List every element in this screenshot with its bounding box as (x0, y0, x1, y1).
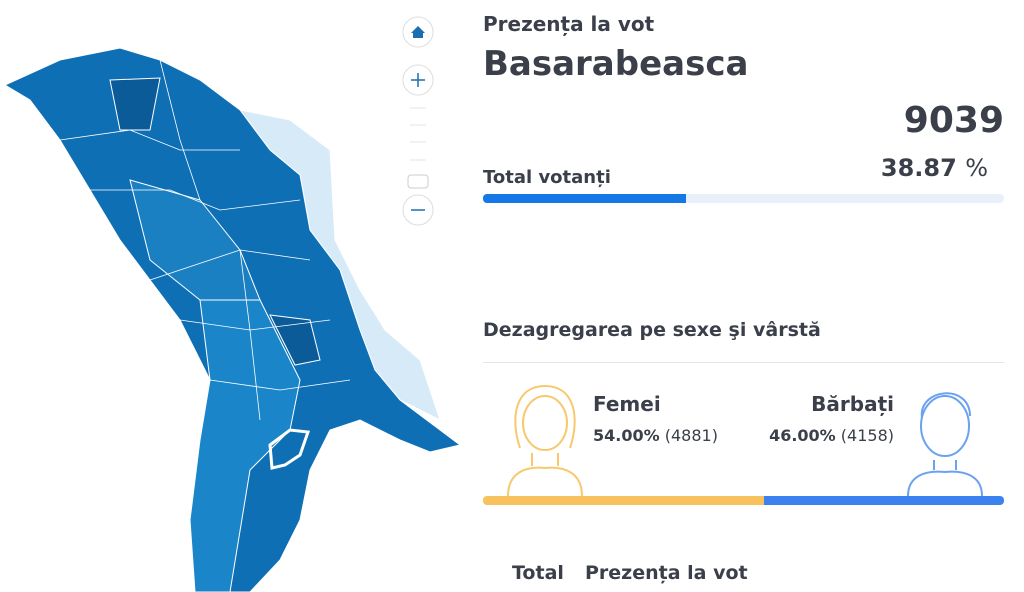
slider-ticks (410, 107, 426, 161)
total-label: Total votanți (483, 167, 611, 188)
col-turnout: Prezența la vot (585, 562, 748, 584)
men-percent: 46.00% (769, 426, 836, 445)
zoom-controls (402, 16, 434, 226)
turnout-track (483, 194, 1004, 203)
women-bar (483, 496, 765, 505)
divider (483, 362, 1004, 363)
percent-value: 38.87 (880, 154, 957, 182)
slider-handle[interactable] (407, 174, 429, 189)
men-bar (764, 496, 1004, 505)
gender-bar (483, 496, 1004, 505)
district: Basarabeasca (483, 44, 749, 84)
section-title: Dezagregarea pe sexe şi vârstă (483, 319, 821, 341)
col-total: Total (512, 562, 564, 584)
men-stats: 46.00% (4158) (769, 426, 894, 445)
plus-icon (411, 73, 425, 87)
women-count: (4881) (664, 426, 718, 445)
women-percent: 54.00% (593, 426, 660, 445)
women-label: Femei (593, 392, 661, 416)
total-value: 9039 (903, 100, 1004, 141)
district-lines (59, 59, 351, 421)
region-dark (109, 77, 161, 131)
turnout-percent: 38.87 % (881, 154, 988, 182)
region-south (189, 299, 301, 592)
region-dark (269, 314, 321, 366)
turnout-bar (483, 194, 686, 203)
selected-district (268, 428, 311, 470)
men-count: (4158) (840, 426, 894, 445)
woman-icon (507, 384, 583, 497)
percent-unit: % (965, 154, 988, 182)
map (3, 16, 462, 592)
man-icon (907, 392, 983, 497)
women-stats: 54.00% (4881) (593, 426, 718, 445)
men-label: Bărbați (811, 392, 894, 416)
title: Prezența la vot (483, 12, 655, 36)
home-icon (411, 26, 425, 38)
